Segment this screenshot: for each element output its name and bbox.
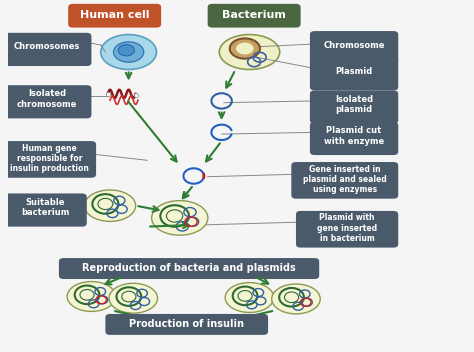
FancyBboxPatch shape (59, 258, 319, 279)
FancyBboxPatch shape (310, 31, 398, 64)
Ellipse shape (236, 43, 254, 55)
Ellipse shape (118, 45, 135, 56)
Text: Human cell: Human cell (80, 10, 149, 20)
FancyBboxPatch shape (3, 85, 91, 118)
Text: Chromosomes: Chromosomes (14, 42, 81, 51)
Text: Reproduction of bacteria and plasmids: Reproduction of bacteria and plasmids (82, 263, 296, 273)
FancyBboxPatch shape (3, 33, 91, 66)
FancyBboxPatch shape (68, 4, 161, 27)
Text: Chromosome: Chromosome (323, 40, 385, 50)
FancyBboxPatch shape (310, 122, 398, 155)
Ellipse shape (230, 38, 260, 59)
Ellipse shape (67, 282, 116, 312)
Text: Suitable
bacterium: Suitable bacterium (21, 198, 69, 217)
Ellipse shape (84, 190, 136, 221)
Ellipse shape (101, 34, 156, 69)
FancyBboxPatch shape (310, 57, 398, 90)
Ellipse shape (272, 284, 320, 314)
Text: Plasmid with
gene inserted
in bacterium: Plasmid with gene inserted in bacterium (317, 213, 377, 243)
FancyBboxPatch shape (3, 194, 87, 227)
FancyBboxPatch shape (208, 4, 301, 27)
Ellipse shape (109, 283, 157, 313)
FancyBboxPatch shape (3, 141, 96, 178)
Text: Human gene
responsible for
insulin production: Human gene responsible for insulin produ… (10, 144, 89, 174)
Text: Plasmid cut
with enzyme: Plasmid cut with enzyme (324, 126, 384, 145)
Text: Plasmid: Plasmid (336, 67, 373, 76)
Ellipse shape (225, 283, 274, 313)
Text: Production of insulin: Production of insulin (129, 319, 244, 329)
FancyBboxPatch shape (105, 314, 268, 335)
Ellipse shape (152, 201, 208, 235)
FancyBboxPatch shape (310, 90, 398, 124)
Text: Isolated
chromosome: Isolated chromosome (17, 89, 77, 109)
FancyBboxPatch shape (292, 162, 398, 199)
Text: Gene inserted in
plasmid and sealed
using enzymes: Gene inserted in plasmid and sealed usin… (303, 165, 387, 194)
FancyBboxPatch shape (296, 211, 398, 247)
Ellipse shape (219, 34, 280, 69)
Text: Isolated
plasmid: Isolated plasmid (335, 95, 373, 114)
Text: Bacterium: Bacterium (222, 10, 286, 20)
Ellipse shape (113, 42, 144, 62)
